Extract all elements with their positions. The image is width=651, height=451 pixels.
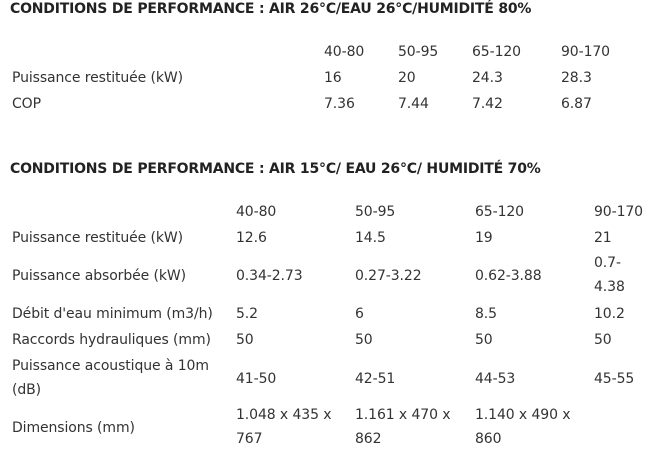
s2-row-debit-eau-label: Débit d'eau minimum (m3/h) — [12, 306, 213, 322]
s1-cell: 7.36 — [324, 96, 355, 112]
s2-cell: 14.5 — [355, 230, 386, 246]
s2-cell: 6 — [355, 306, 364, 322]
s1-cell: 28.3 — [561, 70, 592, 86]
s2-cell: 10.2 — [594, 306, 625, 322]
s1-cell: 24.3 — [472, 70, 503, 86]
s1-row-cop-label: COP — [12, 96, 41, 112]
s2-cell: 45-55 — [594, 371, 635, 387]
s1-cell: 7.44 — [398, 96, 429, 112]
s1-model-90-170: 90-170 — [561, 44, 610, 60]
s1-cell: 20 — [398, 70, 416, 86]
s2-cell: 21 — [594, 230, 612, 246]
s2-cell: 50 — [594, 332, 612, 348]
s1-row-puissance-restituee-label: Puissance restituée (kW) — [12, 70, 184, 86]
s2-cell: 1.161 x 470 x 862 — [355, 407, 451, 447]
s2-cell: 8.5 — [475, 306, 497, 322]
s2-row-dimensions-label: Dimensions (mm) — [12, 420, 135, 436]
s2-cell: 0.34-2.73 — [236, 268, 303, 284]
s2-cell: 12.6 — [236, 230, 267, 246]
s2-cell: 0.7-4.38 — [594, 255, 625, 295]
s1-model-50-95: 50-95 — [398, 44, 439, 60]
s1-cell: 6.87 — [561, 96, 592, 112]
section1-title: CONDITIONS DE PERFORMANCE : AIR 26°C/EAU… — [10, 1, 532, 17]
s2-cell: 1.048 x 435 x 767 — [236, 407, 332, 447]
s2-cell: 1.140 x 490 x 860 — [475, 407, 571, 447]
s2-cell: 5.2 — [236, 306, 258, 322]
s1-model-40-80: 40-80 — [324, 44, 365, 60]
s2-cell: 19 — [475, 230, 493, 246]
section2-title: CONDITIONS DE PERFORMANCE : AIR 15°C/ EA… — [10, 161, 541, 177]
s1-cell: 7.42 — [472, 96, 503, 112]
s2-cell: 50 — [475, 332, 493, 348]
s2-cell: 41-50 — [236, 371, 277, 387]
s2-cell: 0.27-3.22 — [355, 268, 422, 284]
s2-cell: 50 — [236, 332, 254, 348]
s2-row-puissance-restituee-label: Puissance restituée (kW) — [12, 230, 184, 246]
s2-cell: 0.62-3.88 — [475, 268, 542, 284]
s2-model-90-170: 90-170 — [594, 204, 643, 220]
s2-cell: 42-51 — [355, 371, 396, 387]
s2-row-raccords-label: Raccords hydrauliques (mm) — [12, 332, 211, 348]
s2-model-40-80: 40-80 — [236, 204, 277, 220]
s2-model-65-120: 65-120 — [475, 204, 524, 220]
s2-row-puissance-absorbee-label: Puissance absorbée (kW) — [12, 268, 186, 284]
s2-cell: 50 — [355, 332, 373, 348]
s2-row-puissance-acoustique-label: Puissance acoustique à 10m (dB) — [12, 358, 209, 398]
s1-cell: 16 — [324, 70, 342, 86]
s2-model-50-95: 50-95 — [355, 204, 396, 220]
s1-model-65-120: 65-120 — [472, 44, 521, 60]
s2-cell: 44-53 — [475, 371, 516, 387]
